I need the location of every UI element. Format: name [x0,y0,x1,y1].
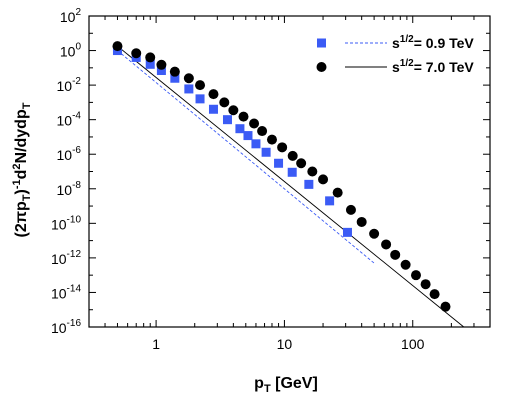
data-point-series-2 [440,301,451,312]
data-point-series-1 [235,124,245,134]
data-point-series-2 [318,174,329,185]
data-point-series-2 [266,134,277,145]
data-point-series-1 [184,84,194,94]
y-tick-label: 10-8 [57,180,82,198]
y-tick-label: 100 [60,42,82,60]
data-point-series-2 [410,270,421,281]
data-point-series-1 [251,139,261,149]
data-point-series-2 [420,279,431,290]
legend-label-series-1: s1/2= 0.9 TeV [392,34,474,51]
legend: s1/2= 0.9 TeV s1/2= 7.0 TeV [316,34,474,75]
data-point-series-1 [274,158,284,168]
legend-label-series-2: s1/2= 7.0 TeV [392,58,474,75]
data-point-series-1 [195,94,205,104]
x-tick-label: 100 [401,336,425,352]
data-point-series-1 [304,179,314,189]
y-tick-label: 10-4 [57,111,82,129]
data-point-series-2 [195,80,206,91]
data-point-series-2 [156,59,167,70]
data-point-series-2 [238,111,249,122]
y-axis-title: (2πpT)-1d2N/dydpT [11,102,33,237]
data-point-series-2 [332,187,343,198]
fit-line-series-2 [117,45,465,328]
data-point-series-2 [277,142,288,153]
data-point-series-2 [219,97,230,108]
data-point-series-2 [296,158,307,169]
data-point-series-2 [112,41,123,52]
data-point-series-2 [356,216,367,227]
data-point-series-1 [208,104,218,114]
data-point-series-1 [222,115,232,125]
y-tick-label: 10-16 [51,318,81,336]
data-point-series-2 [307,166,318,177]
data-point-series-2 [169,66,180,77]
data-point-series-1 [170,73,180,83]
data-point-series-2 [257,126,268,137]
data-point-series-1 [342,227,352,237]
data-point-series-2 [287,150,298,161]
data-point-series-2 [390,249,401,260]
data-point-series-1 [243,131,253,141]
fit-line-series-1 [117,50,375,264]
data-point-series-2 [208,89,219,100]
data-point-series-1 [325,196,335,206]
legend-marker-series-1 [317,38,326,48]
x-tick-label: 1 [152,336,160,352]
data-point-series-2 [345,204,356,215]
data-point-series-2 [400,259,411,270]
y-tick-label: 10-14 [51,283,81,301]
data-point-series-2 [381,239,392,250]
y-tick-label: 10-10 [51,214,81,232]
x-axis-title: pT [GeV] [254,375,318,395]
data-point-series-2 [183,73,194,84]
data-point-series-1 [287,167,297,177]
y-tick-label: 10-2 [57,76,82,94]
x-tick-label: 10 [277,336,293,352]
legend-marker-series-2 [316,62,327,72]
y-tick-label: 10-12 [51,249,81,267]
data-point-series-1 [156,66,166,76]
fit-lines [117,45,465,328]
data-point-series-2 [369,228,380,239]
data-point-series-1 [145,59,155,69]
data-point-series-2 [131,48,142,59]
y-tick-label: 10-6 [57,145,82,163]
data-point-series-2 [228,105,239,116]
data-markers [112,41,451,312]
ticks: 1 10 100 102 100 10-2 10-4 10-6 10-8 10-10 10-12 10… [51,7,491,352]
data-point-series-2 [249,118,260,129]
data-point-series-1 [261,147,271,157]
y-tick-label: 102 [60,7,82,25]
data-point-series-2 [145,52,156,63]
data-point-series-2 [429,289,440,300]
